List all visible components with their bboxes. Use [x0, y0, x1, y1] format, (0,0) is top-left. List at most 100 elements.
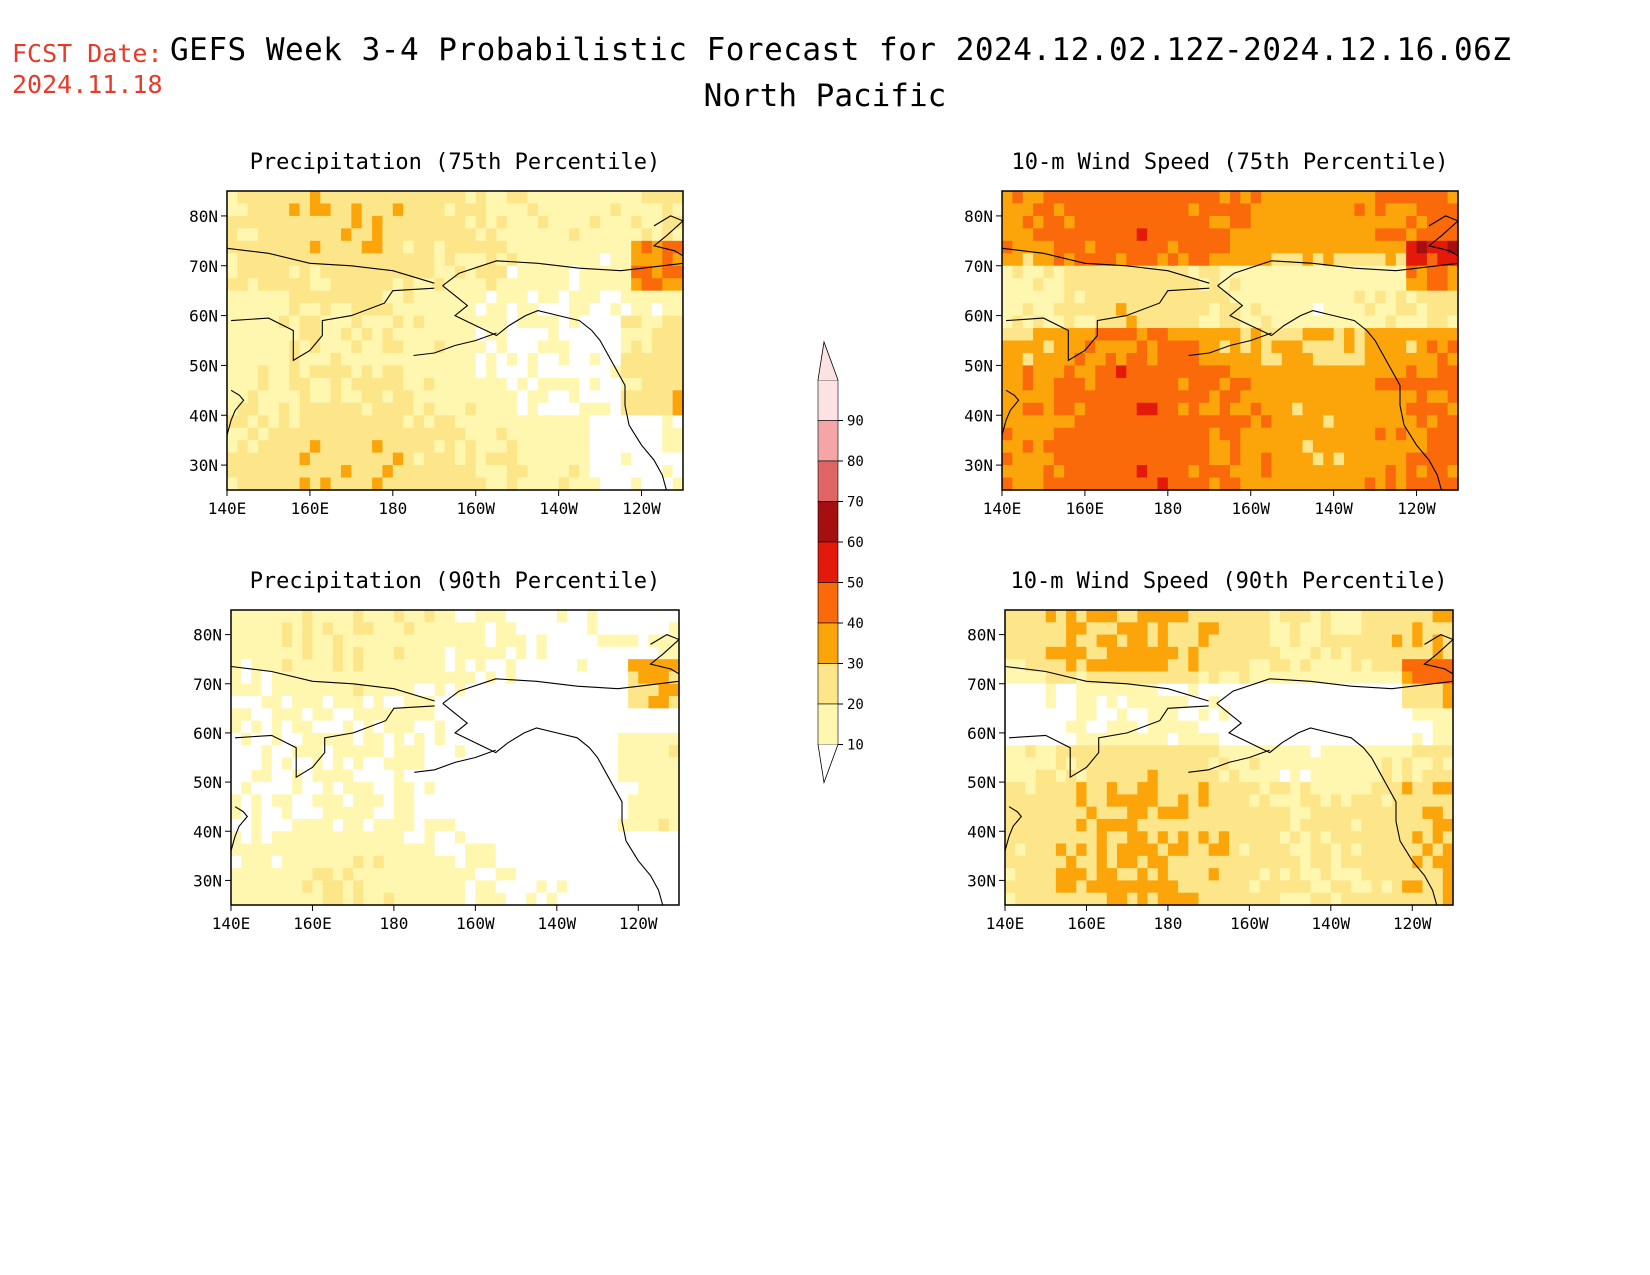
field-cell — [1261, 265, 1273, 279]
field-cell — [1076, 880, 1088, 894]
field-cell — [322, 855, 334, 869]
field-cell — [261, 892, 273, 906]
field-cell — [1064, 215, 1076, 229]
field-cell — [548, 191, 560, 205]
field-cell — [353, 880, 364, 894]
field-cell — [237, 465, 249, 479]
field-cell — [648, 868, 660, 882]
field-cell — [537, 377, 549, 391]
field-cell — [1249, 683, 1261, 697]
field-cell — [1157, 720, 1169, 734]
field-cell — [1064, 365, 1076, 379]
field-cell — [1250, 328, 1262, 342]
field-cell — [241, 696, 252, 709]
lon-tick-label: 120W — [619, 914, 658, 933]
field-cell — [1426, 253, 1438, 267]
field-cell — [332, 868, 344, 882]
field-cell — [662, 440, 674, 454]
region-title: North Pacific — [703, 78, 947, 114]
field-cell — [372, 240, 384, 254]
field-cell — [343, 818, 354, 832]
field-cell — [1053, 315, 1065, 329]
field-cell — [1269, 782, 1281, 795]
field-cell — [617, 745, 629, 759]
field-cell — [536, 671, 548, 685]
field-cell — [1167, 390, 1179, 404]
field-cell — [332, 671, 344, 685]
coastline — [414, 749, 496, 773]
field-cell — [1341, 683, 1352, 697]
field-cell — [392, 303, 404, 317]
field-cell — [1053, 377, 1065, 391]
field-cell — [455, 228, 466, 242]
field-cell — [1012, 328, 1024, 342]
field-cell — [617, 634, 629, 648]
field-cell — [403, 290, 415, 304]
field-cell — [1354, 265, 1366, 279]
field-cell — [558, 278, 570, 292]
field-cell — [1437, 377, 1449, 391]
field-cell — [1074, 328, 1086, 342]
field-cell — [672, 203, 684, 217]
field-cell — [403, 352, 415, 367]
field-cell — [1022, 465, 1034, 479]
field-cell — [1333, 427, 1345, 441]
field-cell — [505, 732, 517, 746]
field-cell — [1157, 868, 1169, 882]
field-cell — [1219, 240, 1231, 254]
field-cell — [231, 892, 242, 906]
field-cell — [1066, 708, 1077, 722]
field-cell — [281, 880, 293, 894]
field-cell — [1116, 228, 1127, 242]
field-cell — [1137, 683, 1149, 697]
field-cell — [261, 683, 273, 697]
field-cell — [1269, 646, 1281, 660]
field-cell — [373, 880, 385, 894]
field-cell — [281, 794, 293, 808]
field-cell — [383, 769, 395, 783]
field-cell — [1249, 782, 1261, 795]
field-cell — [1432, 732, 1444, 746]
field-cell — [1055, 634, 1067, 648]
field-cell — [638, 745, 650, 759]
field-cell — [1066, 843, 1077, 857]
field-cell — [1147, 818, 1159, 832]
field-cell — [1250, 278, 1262, 292]
field-cell — [330, 203, 342, 217]
field-cell — [1259, 769, 1271, 783]
field-cell — [1230, 352, 1241, 367]
field-cell — [1412, 892, 1424, 906]
field-cell — [1086, 794, 1098, 808]
field-cell — [413, 215, 425, 229]
field-cell — [1022, 352, 1034, 367]
field-cell — [1385, 440, 1397, 454]
field-cell — [1259, 720, 1271, 734]
field-cell — [1351, 806, 1362, 820]
field-cell — [1136, 290, 1148, 304]
field-cell — [251, 880, 263, 894]
field-cell — [332, 831, 344, 845]
field-cell — [527, 352, 539, 367]
field-cell — [1035, 610, 1047, 623]
field-cell — [548, 203, 560, 217]
field-cell — [465, 696, 476, 709]
field-cell — [1053, 290, 1065, 304]
field-cell — [251, 610, 263, 623]
field-cell — [1198, 732, 1210, 746]
field-cell — [527, 427, 539, 441]
field-cell — [444, 440, 456, 454]
field-cell — [1022, 427, 1034, 441]
field-cell — [1198, 240, 1210, 254]
field-cell — [1086, 843, 1098, 857]
field-cell — [1230, 228, 1241, 242]
field-cell — [1354, 240, 1366, 254]
field-cell — [1381, 732, 1393, 746]
field-cell — [1106, 720, 1118, 734]
field-cell — [231, 610, 242, 623]
field-cell — [486, 191, 498, 205]
field-cell — [1312, 365, 1324, 379]
field-cell — [1117, 769, 1128, 783]
field-cell — [1269, 696, 1281, 709]
field-cell — [1281, 315, 1293, 329]
